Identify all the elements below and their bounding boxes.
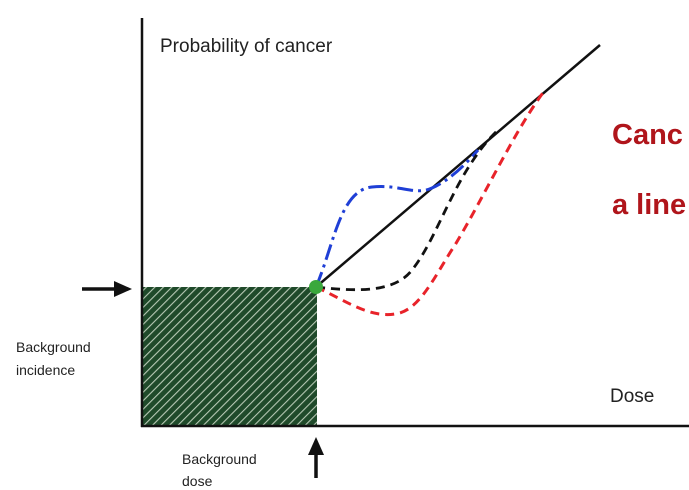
background-incidence-label-line1: Background [16,339,91,355]
arrow-right-icon [82,281,132,297]
arrow-up-icon [308,437,324,478]
background-dose-label-line2: dose [182,473,213,489]
background-point [309,280,323,294]
red-hormesis-curve [315,89,547,317]
linear-curve [315,44,601,288]
background-dose-label-line1: Background [182,451,257,467]
blue-supralinear-curve [314,149,480,288]
background-region [142,287,317,426]
black-dashed-curve [315,126,501,292]
background-incidence-label-line2: incidence [16,362,75,378]
y-axis-label: Probability of cancer [160,36,333,57]
headline-line2: a line [612,189,686,221]
x-axis-label: Dose [610,386,654,407]
headline-line1: Canc [612,119,683,151]
